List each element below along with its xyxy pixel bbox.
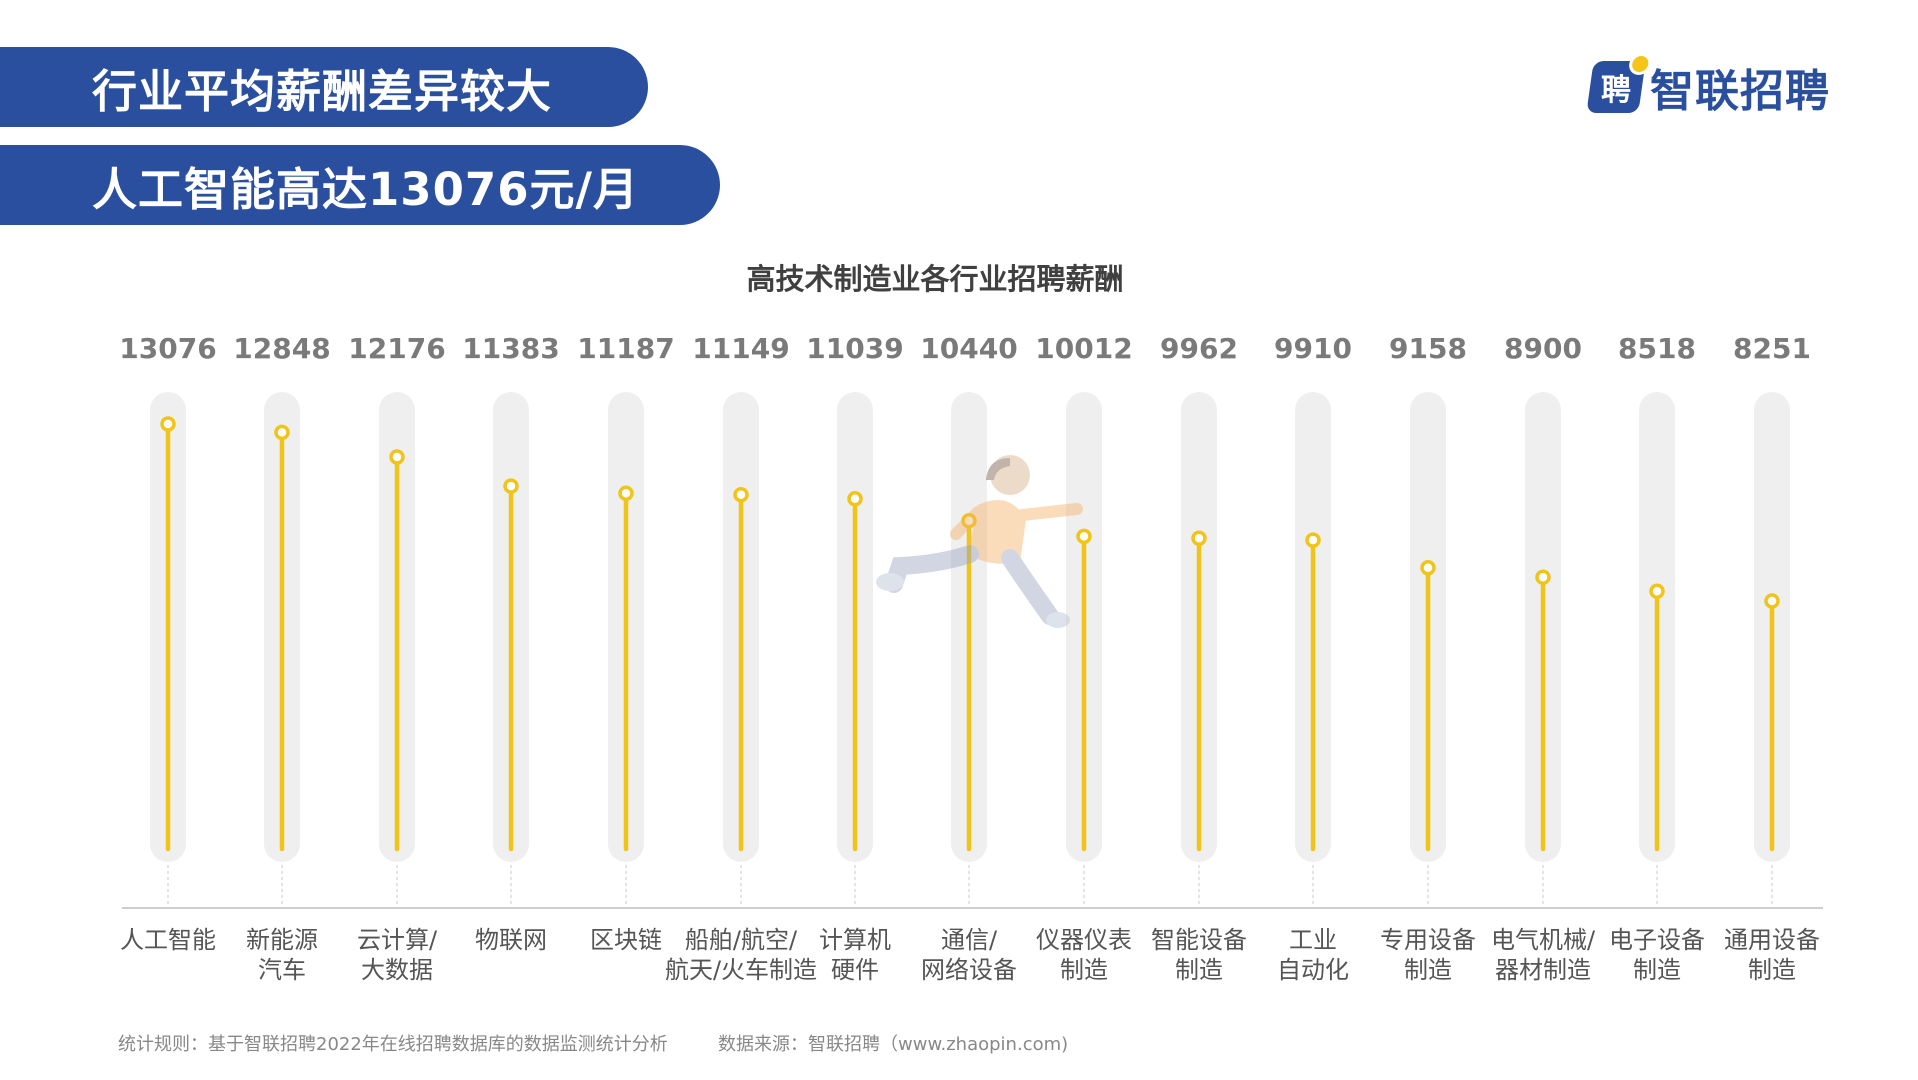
category-label: 大数据 (361, 956, 433, 984)
data-point (961, 512, 977, 529)
chart-title: 高技术制造业各行业招聘薪酬 (746, 262, 1124, 296)
category-label: 船舶/航空/ (685, 926, 798, 954)
footnote-source: 数据来源：智联招聘（www.zhaopin.com) (718, 1034, 1069, 1055)
data-point (1305, 532, 1321, 548)
data-point (274, 424, 290, 441)
data-point (733, 486, 749, 503)
category-label: 人工智能 (120, 926, 216, 954)
value-label: 8251 (1733, 332, 1811, 365)
category-label: 网络设备 (921, 956, 1017, 984)
category-label: 制造 (1404, 956, 1452, 984)
category-label: 航天/火车制造 (665, 956, 817, 984)
data-point (847, 490, 863, 507)
category-label: 制造 (1748, 956, 1796, 984)
brand-name: 智联招聘 (1650, 66, 1830, 117)
subheadline-text: 人工智能高达13076元/月 (92, 162, 639, 216)
value-label: 13076 (119, 332, 216, 365)
value-label: 11149 (692, 332, 789, 365)
footnote-method: 统计规则：基于智联招聘2022年在线招聘数据库的数据监测统计分析 (118, 1034, 668, 1055)
data-point (1649, 583, 1665, 599)
category-label: 仪器仪表 (1036, 926, 1132, 954)
value-label: 10012 (1035, 332, 1132, 365)
data-point (1535, 569, 1551, 585)
category-label: 物联网 (475, 926, 547, 954)
value-label: 11187 (577, 332, 674, 365)
headline-banner: 行业平均薪酬差异较大 (0, 47, 648, 127)
value-label: 9158 (1389, 332, 1467, 365)
category-label: 专用设备 (1380, 926, 1476, 954)
value-label: 10440 (920, 332, 1017, 365)
category-label: 汽车 (258, 956, 306, 984)
data-point (1076, 528, 1092, 545)
category-label: 器材制造 (1495, 956, 1591, 984)
category-label: 计算机 (819, 926, 891, 954)
value-label: 12176 (348, 332, 445, 365)
value-label: 11039 (806, 332, 903, 365)
data-point (389, 449, 405, 465)
category-label: 制造 (1060, 956, 1108, 984)
category-label: 制造 (1633, 956, 1681, 984)
value-label: 8518 (1618, 332, 1696, 365)
category-label: 电气机械/ (1491, 926, 1596, 954)
subheadline-banner: 人工智能高达13076元/月 (0, 145, 720, 225)
brand-logo[interactable]: 聘 智联招聘 (1586, 58, 1830, 117)
category-label: 硬件 (831, 956, 879, 984)
category-label: 自动化 (1277, 956, 1349, 984)
running-person-illustration (876, 455, 1083, 628)
value-label: 9962 (1160, 332, 1238, 365)
value-label: 8900 (1504, 332, 1582, 365)
category-label: 通用设备 (1724, 926, 1820, 954)
category-label: 制造 (1175, 956, 1223, 984)
value-label: 9910 (1274, 332, 1352, 365)
category-label: 智能设备 (1151, 926, 1247, 954)
category-label: 区块链 (590, 926, 662, 954)
value-label: 11383 (462, 332, 559, 365)
data-point (160, 416, 176, 432)
category-label: 电子设备 (1609, 926, 1705, 954)
headline-text: 行业平均薪酬差异较大 (92, 64, 553, 118)
value-label: 12848 (233, 332, 330, 365)
data-point (503, 478, 519, 494)
data-point (1420, 559, 1436, 576)
data-point (618, 485, 634, 502)
data-point (1191, 530, 1207, 546)
category-label: 通信/ (941, 926, 998, 954)
data-point (1764, 593, 1780, 609)
category-label: 新能源 (246, 926, 318, 954)
category-label: 工业 (1289, 926, 1337, 954)
category-label: 云计算/ (357, 926, 438, 954)
